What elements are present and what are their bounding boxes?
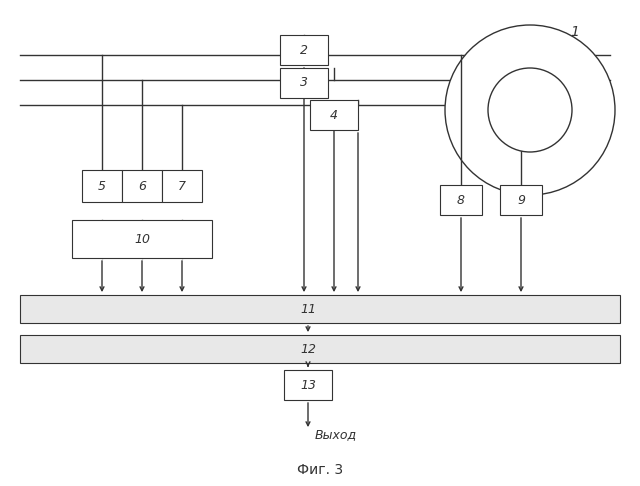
Text: 4: 4	[330, 108, 338, 122]
Bar	[280, 68, 328, 98]
Text: 3: 3	[300, 76, 308, 89]
Text: 10: 10	[134, 232, 150, 245]
Text: 5: 5	[98, 179, 106, 192]
Text: 1: 1	[571, 25, 579, 39]
Bar	[280, 35, 328, 65]
Bar	[440, 185, 482, 215]
Bar	[122, 170, 162, 202]
Text: 2: 2	[300, 44, 308, 56]
Text: 11: 11	[300, 302, 316, 315]
Bar	[162, 170, 202, 202]
Circle shape	[488, 68, 572, 152]
Circle shape	[445, 25, 615, 195]
Bar	[20, 295, 620, 323]
Text: 6: 6	[138, 179, 146, 192]
Bar	[284, 370, 332, 400]
Bar	[310, 100, 358, 130]
Text: 12: 12	[300, 343, 316, 355]
Text: Фиг. 3: Фиг. 3	[297, 463, 343, 477]
Bar	[500, 185, 542, 215]
Bar	[82, 170, 122, 202]
Text: 9: 9	[517, 193, 525, 207]
Text: 7: 7	[178, 179, 186, 192]
Bar	[20, 335, 620, 363]
Text: 13: 13	[300, 379, 316, 392]
Bar	[72, 220, 212, 258]
Text: 8: 8	[457, 193, 465, 207]
Text: Выход: Выход	[315, 429, 357, 441]
